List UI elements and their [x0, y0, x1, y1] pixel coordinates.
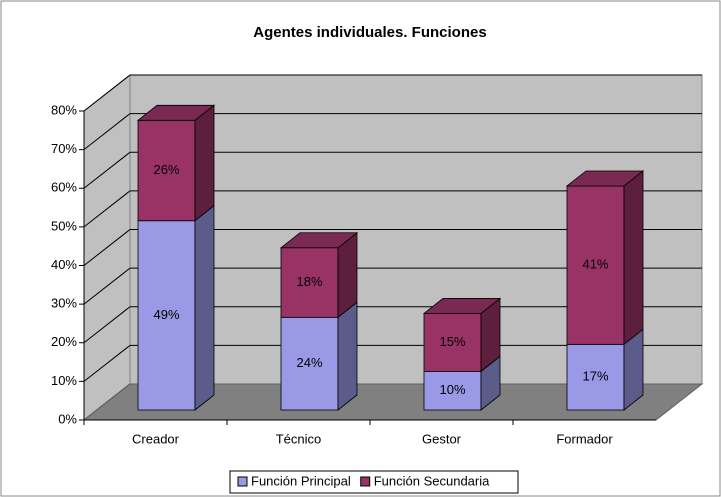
y-tick-label: 50% [51, 218, 77, 233]
grid-line [83, 190, 131, 228]
grid-line [83, 151, 131, 189]
bar-top [565, 170, 645, 187]
bar-front [137, 220, 196, 411]
y-tick-label: 60% [51, 180, 77, 195]
y-tick-label: 20% [51, 334, 77, 349]
y-tick-label: 30% [51, 296, 77, 311]
data-label: 18% [296, 274, 322, 289]
grid-line [83, 113, 131, 151]
grid-line [83, 229, 131, 266]
bar-top [422, 298, 502, 314]
legend-swatch [237, 476, 248, 487]
chart-title: Agentes individuales. Funciones [253, 24, 486, 41]
data-label: 41% [582, 257, 608, 272]
legend-box [229, 470, 519, 494]
grid-line [83, 306, 131, 344]
x-tick-label: Creador [132, 431, 180, 446]
data-label: 17% [582, 369, 608, 384]
data-label: 15% [439, 334, 465, 349]
bar-front [137, 119, 196, 222]
bar-top [136, 104, 216, 121]
data-label: 10% [439, 382, 465, 397]
bar-side [337, 301, 358, 411]
data-label: 49% [153, 307, 179, 322]
y-tick-label: 10% [51, 373, 77, 388]
bar-top [279, 232, 359, 249]
bar-side [194, 204, 215, 411]
y-tick-label: 70% [51, 141, 77, 156]
x-tick-label: Formador [556, 431, 613, 446]
data-label: 26% [153, 162, 179, 177]
legend-swatch [360, 476, 371, 487]
bar-front [280, 247, 339, 318]
grid-line [83, 74, 131, 112]
x-tick-label: Técnico [276, 431, 322, 446]
data-label: 24% [296, 355, 322, 370]
bar-side [623, 170, 644, 346]
legend-label: Función Principal [251, 473, 351, 488]
bar-front [280, 316, 339, 411]
y-tick-label: 80% [51, 102, 77, 117]
bar-front [423, 370, 482, 411]
legend-label: Función Secundaria [374, 473, 490, 488]
x-tick-label: Gestor [422, 431, 462, 446]
grid-line [83, 344, 131, 382]
y-tick-label: 40% [51, 257, 77, 272]
bar-side [194, 104, 215, 222]
bar-front [566, 343, 625, 411]
grid-line [83, 267, 131, 305]
y-tick-label: 0% [58, 411, 77, 426]
bar-front [566, 185, 625, 345]
